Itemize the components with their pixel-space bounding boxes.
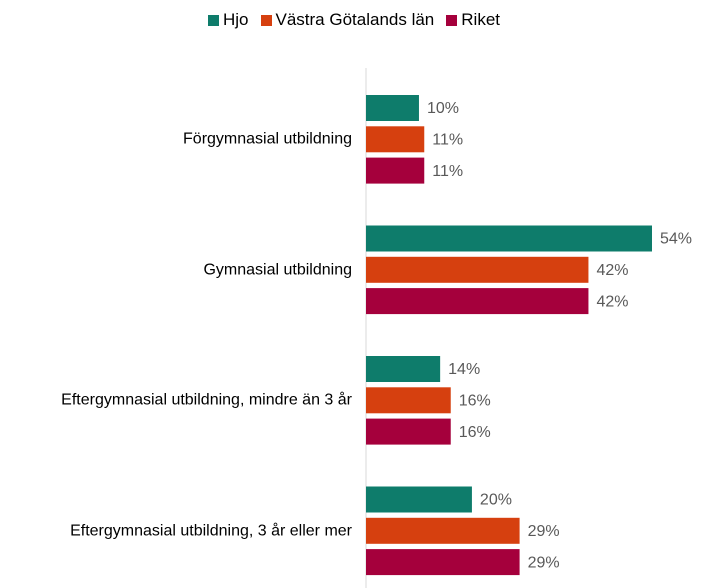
value-label: 42% (596, 293, 628, 310)
value-label: 29% (528, 523, 560, 540)
bar (366, 517, 520, 544)
value-label: 29% (528, 554, 560, 571)
legend-swatch (260, 14, 272, 26)
bar (366, 95, 419, 121)
bar (366, 288, 589, 315)
bar (366, 126, 425, 153)
value-label: 54% (660, 231, 692, 248)
value-label: 11% (432, 132, 463, 149)
value-label: 20% (480, 492, 512, 509)
legend-swatch (207, 14, 219, 26)
category-label: Förgymnasial utbildning (183, 130, 352, 148)
legend-swatch (446, 14, 458, 26)
bar (366, 225, 652, 252)
value-label: 14% (448, 361, 480, 378)
category-label: Eftergymnasial utbildning, mindre än 3 å… (61, 391, 352, 409)
legend-label: Västra Götalands län (275, 10, 435, 29)
bar (366, 418, 451, 445)
legend-label: Hjo (222, 10, 249, 29)
bar (366, 387, 451, 414)
legend-label: Riket (461, 10, 500, 29)
legend-item: Riket (446, 10, 500, 30)
value-label: 11% (432, 163, 463, 180)
value-label: 10% (427, 100, 459, 117)
legend-item: Västra Götalands län (260, 10, 435, 30)
bar (366, 549, 520, 576)
value-label: 42% (596, 262, 628, 279)
value-label: 16% (459, 393, 491, 410)
value-label: 16% (459, 424, 491, 441)
legend: Hjo Västra Götalands län Riket (0, 10, 708, 30)
category-label: Eftergymnasial utbildning, 3 år eller me… (70, 522, 352, 540)
bar (366, 356, 441, 382)
bar (366, 486, 472, 513)
bar (366, 157, 425, 184)
legend-item: Hjo (207, 10, 249, 30)
bar (366, 256, 589, 283)
category-label: Gymnasial utbildning (203, 261, 352, 279)
